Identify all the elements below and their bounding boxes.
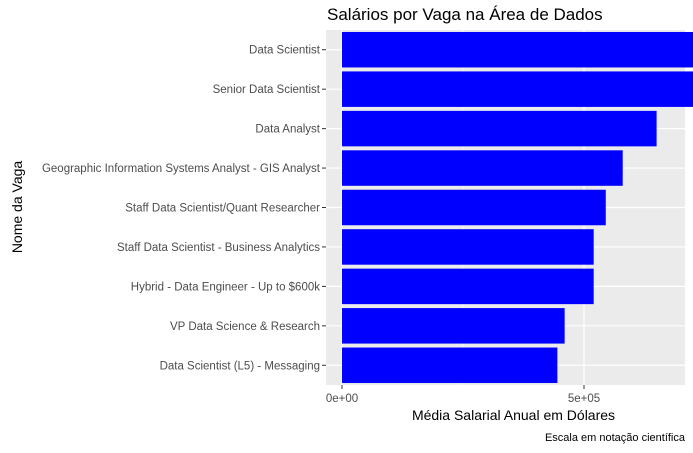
x-axis-label: Média Salarial Anual em Dólares xyxy=(411,407,616,423)
bar xyxy=(342,150,623,186)
chart-title: Salários por Vaga na Área de Dados xyxy=(327,5,603,24)
bar xyxy=(342,31,693,68)
y-tick-label: Staff Data Scientist/Quant Researcher xyxy=(125,203,320,215)
bar xyxy=(342,308,565,344)
y-tick-label: Data Scientist (L5) - Messaging xyxy=(160,360,320,372)
bar xyxy=(342,229,594,265)
x-tick-label: 0e+00 xyxy=(326,393,358,405)
y-tick-label: Staff Data Scientist - Business Analytic… xyxy=(117,242,320,254)
bar xyxy=(342,347,558,384)
bar xyxy=(342,110,657,147)
y-tick-label: VP Data Science & Research xyxy=(170,321,320,333)
bar xyxy=(342,71,693,107)
bar xyxy=(342,268,594,305)
bar xyxy=(342,189,606,226)
y-tick-label: Data Scientist xyxy=(249,45,321,57)
y-tick-label: Geographic Information Systems Analyst -… xyxy=(42,163,321,175)
y-tick-label: Data Analyst xyxy=(255,124,320,136)
y-axis-label: Nome da Vaga xyxy=(9,160,25,254)
y-tick-label: Senior Data Scientist xyxy=(213,84,321,96)
y-tick-label: Hybrid - Data Engineer - Up to $600k xyxy=(131,281,320,293)
x-tick-label: 5e+05 xyxy=(568,393,600,405)
chart-caption: Escala em notação científica xyxy=(544,432,685,444)
